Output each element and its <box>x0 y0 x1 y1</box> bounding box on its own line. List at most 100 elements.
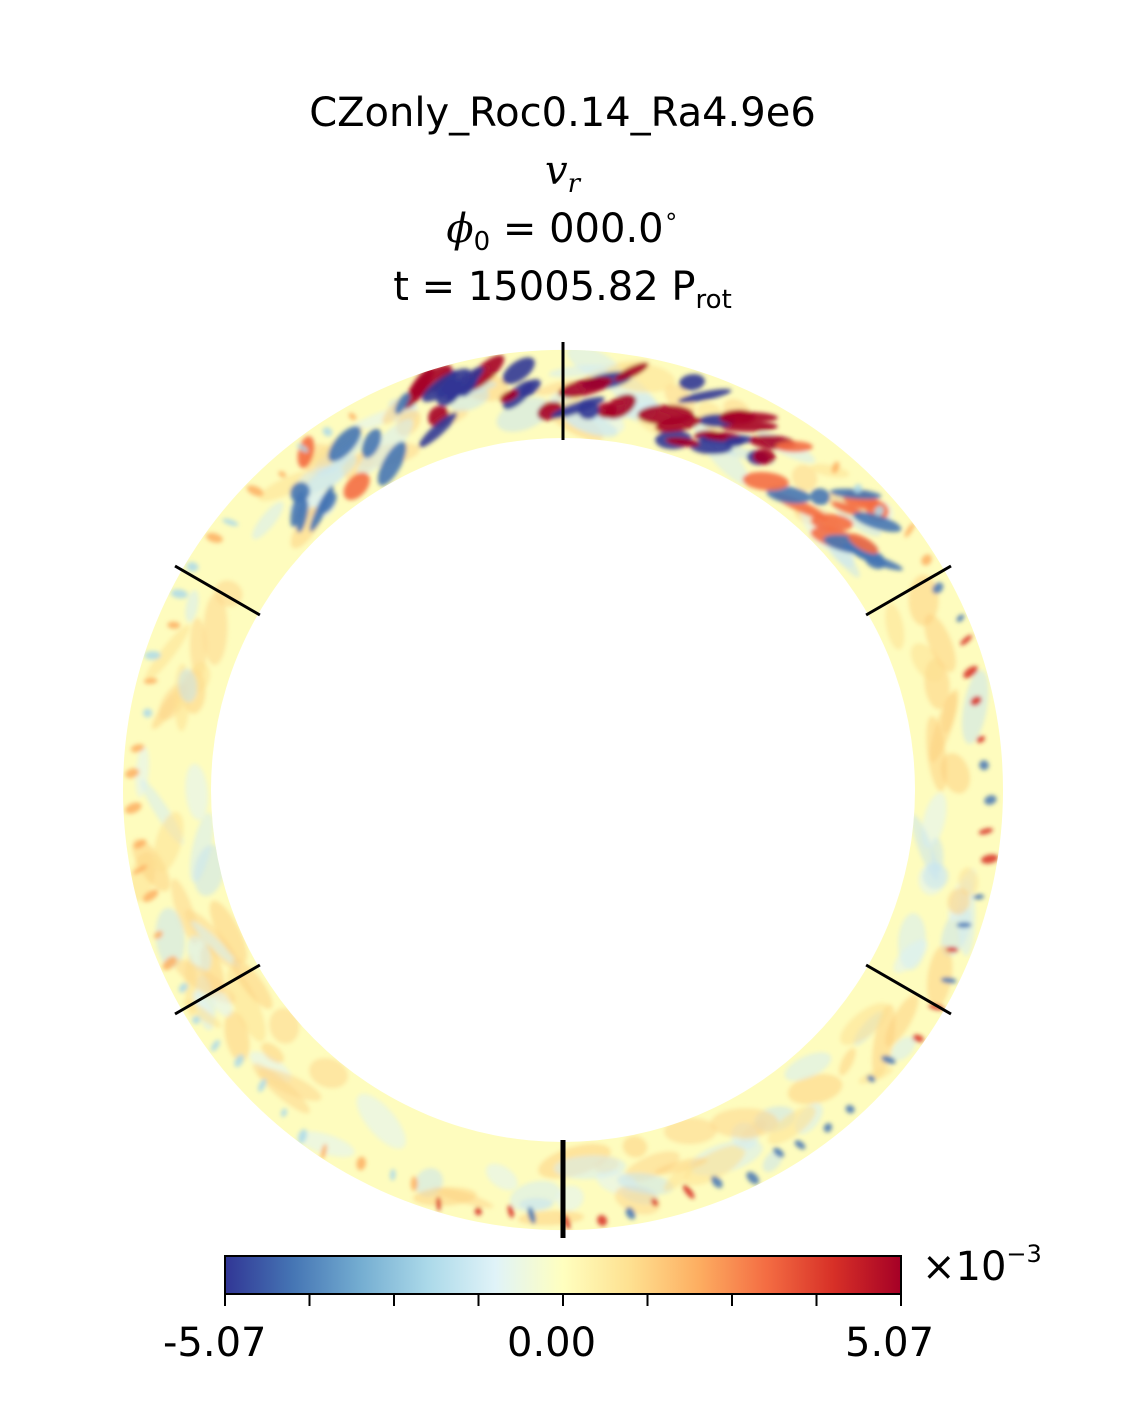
radial-divider-line <box>865 963 952 1016</box>
field-blob <box>831 501 864 517</box>
time-value: t = 15005.82 P <box>393 264 696 310</box>
field-blob <box>309 1058 348 1089</box>
field-blob <box>502 357 535 385</box>
time-subscript: rot <box>695 285 732 315</box>
field-blob <box>185 590 199 623</box>
field-blob <box>418 412 458 448</box>
field-blob <box>617 1172 674 1195</box>
field-blob <box>348 412 357 421</box>
field-blob <box>679 374 705 391</box>
field-blob <box>269 1008 300 1044</box>
field-blob <box>932 582 944 594</box>
field-blob <box>960 634 973 646</box>
multiplier-base: ×10 <box>922 1244 1007 1290</box>
radial-dividers <box>174 342 952 1238</box>
field-blob <box>132 838 170 892</box>
colorbar-mid-label: 0.00 <box>507 1320 597 1366</box>
figure-title: CZonly_Roc0.14_Ra4.9e6 vr ϕ0 = 000.0∘ t … <box>0 84 1125 316</box>
field-blob <box>794 1140 806 1150</box>
field-blob <box>926 945 953 1008</box>
field-blob <box>356 419 414 476</box>
field-blob <box>956 922 972 928</box>
field-blob <box>153 812 184 873</box>
colorbar-gradient <box>224 1255 902 1295</box>
field-blob <box>212 991 233 1017</box>
field-blob <box>290 490 305 528</box>
field-blob <box>499 389 519 403</box>
field-blob <box>881 1055 896 1065</box>
field-blob <box>924 614 956 672</box>
field-blob <box>766 486 811 504</box>
field-blob <box>413 1187 477 1206</box>
field-blob <box>752 448 776 465</box>
field-blob <box>252 501 284 540</box>
field-blob <box>143 678 158 684</box>
field-blob <box>133 839 147 849</box>
field-blob <box>874 505 884 516</box>
colorbar-multiplier: ×10−3 <box>922 1242 1042 1290</box>
field-blob <box>192 1015 201 1024</box>
field-blob <box>984 795 997 805</box>
field-blob <box>922 862 949 890</box>
field-blob <box>684 1145 746 1186</box>
time-title: t = 15005.82 Prot <box>0 258 1125 316</box>
field-blob <box>261 1042 284 1064</box>
field-blob <box>979 760 989 771</box>
field-blob <box>848 533 879 554</box>
field-blob <box>301 455 358 496</box>
multiplier-exponent: −3 <box>1006 1240 1042 1268</box>
field-blob <box>981 854 999 864</box>
field-blob <box>929 689 959 763</box>
phi-title: ϕ0 = 000.0∘ <box>0 200 1125 258</box>
field-blob <box>309 485 334 532</box>
field-blob <box>507 1204 515 1218</box>
field-blob <box>234 1054 244 1068</box>
field-blob <box>845 1105 855 1114</box>
field-blob <box>682 1184 695 1199</box>
field-blob <box>898 913 926 971</box>
field-blob <box>810 464 850 478</box>
field-blob <box>278 471 287 478</box>
field-blob <box>527 1206 536 1224</box>
colorbar-ticks <box>224 1294 902 1306</box>
radial-divider-line <box>865 564 952 617</box>
field-blob <box>810 513 854 532</box>
field-blob <box>885 603 905 650</box>
field-blob <box>171 878 199 944</box>
field-blob <box>958 867 979 896</box>
field-blob <box>663 1164 694 1192</box>
field-blob <box>604 394 637 419</box>
field-subscript: r <box>567 169 581 199</box>
field-blob <box>910 643 944 682</box>
field-symbol: v <box>544 148 568 194</box>
field-blob <box>622 1136 648 1158</box>
field-blob <box>296 499 309 533</box>
field-blob <box>246 485 264 497</box>
field-blob <box>558 376 613 398</box>
field-blob <box>840 1003 890 1045</box>
field-blob <box>710 1175 723 1189</box>
field-blob <box>945 946 959 953</box>
field-blob <box>677 388 732 403</box>
field-blob <box>784 1052 832 1081</box>
field-blob <box>940 977 957 984</box>
field-blob <box>296 443 309 453</box>
field-blob <box>328 426 362 462</box>
field-blob <box>474 1207 482 1216</box>
field-title: vr <box>0 142 1125 200</box>
field-blob <box>519 379 541 397</box>
field-blob <box>193 844 225 896</box>
field-blob <box>190 920 240 968</box>
phi-symbol: ϕ <box>446 206 474 252</box>
field-blob <box>831 461 840 474</box>
field-blob <box>125 768 140 779</box>
field-blob <box>485 1163 518 1191</box>
colorbar-min-label: -5.07 <box>163 1320 267 1366</box>
field-blob <box>767 1106 816 1145</box>
field-blob <box>153 930 163 940</box>
field-blob <box>389 1169 396 1181</box>
field-blob <box>853 511 902 533</box>
field-blob <box>356 1156 366 1171</box>
field-blob <box>597 1215 608 1226</box>
